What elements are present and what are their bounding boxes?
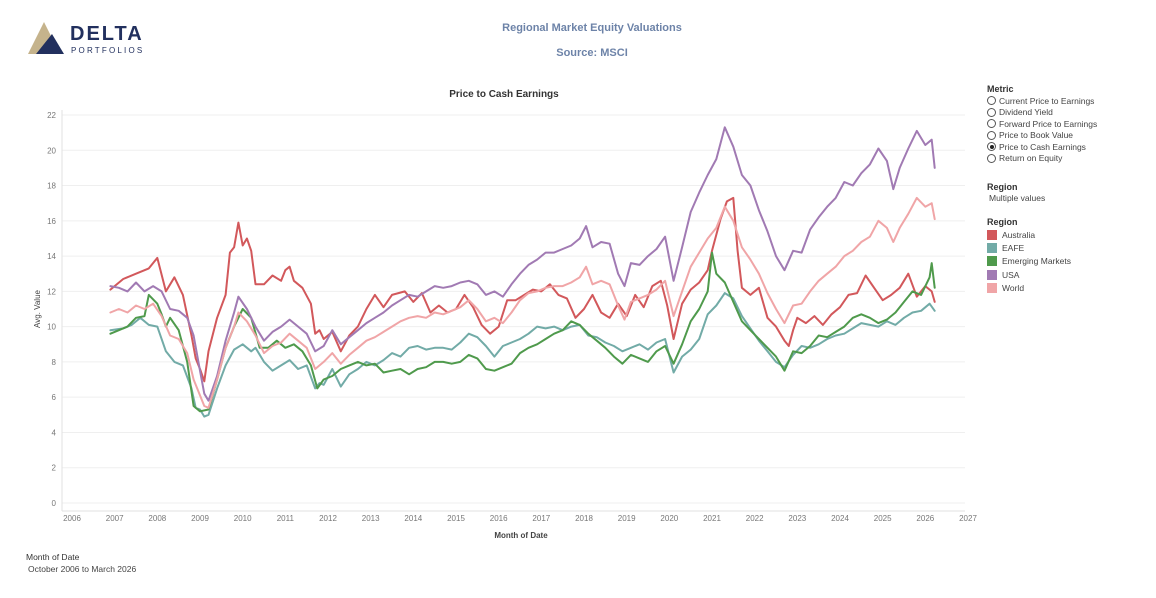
radio-icon[interactable] <box>987 153 996 163</box>
metric-option[interactable]: Dividend Yield <box>987 107 1053 118</box>
x-tick-label: 2010 <box>234 514 252 523</box>
y-tick-label: 20 <box>47 146 56 155</box>
y-axis-label: Avg. Value <box>33 289 42 328</box>
legend-swatch <box>987 256 997 267</box>
metric-option[interactable]: Current Price to Earnings <box>987 95 1094 106</box>
series-line-usa <box>109 126 936 402</box>
legend-label: Emerging Markets <box>1002 256 1071 267</box>
y-tick-label: 14 <box>47 252 56 261</box>
series-line-world <box>109 196 936 409</box>
x-tick-label: 2011 <box>277 514 295 523</box>
metric-option[interactable]: Price to Cash Earnings <box>987 141 1086 152</box>
metric-option-label: Dividend Yield <box>999 107 1053 117</box>
y-tick-label: 4 <box>52 428 57 437</box>
x-tick-label: 2008 <box>148 514 166 523</box>
y-tick-label: 16 <box>47 217 56 226</box>
series-line-australia <box>109 196 936 383</box>
region-filter-value[interactable]: Multiple values <box>989 193 1046 203</box>
region-filter-title: Region <box>987 182 1018 192</box>
metric-option[interactable]: Forward Price to Earnings <box>987 118 1097 129</box>
legend-swatch <box>987 229 997 240</box>
line-chart: Price to Cash Earnings024681012141618202… <box>33 89 977 540</box>
x-tick-label: 2024 <box>831 514 849 523</box>
x-tick-label: 2016 <box>490 514 508 523</box>
metric-option-label: Return on Equity <box>999 153 1063 163</box>
metric-option[interactable]: Return on Equity <box>987 153 1062 164</box>
x-tick-label: 2006 <box>63 514 81 523</box>
x-tick-label: 2017 <box>532 514 550 523</box>
x-tick-label: 2021 <box>703 514 721 523</box>
metric-option-label: Price to Cash Earnings <box>999 141 1086 152</box>
legend-swatch <box>987 283 997 294</box>
legend-label: USA <box>1002 269 1020 280</box>
radio-icon[interactable] <box>987 96 996 105</box>
x-tick-label: 2012 <box>319 514 337 523</box>
legend-label: World <box>1002 283 1025 294</box>
radio-icon[interactable] <box>987 107 996 117</box>
x-tick-label: 2025 <box>874 514 892 523</box>
mountain-logo-icon <box>28 22 64 54</box>
x-tick-label: 2009 <box>191 514 209 523</box>
legend-swatch <box>987 269 997 280</box>
metric-option[interactable]: Price to Book Value <box>987 130 1073 141</box>
delta-portfolios-logo[interactable]: DELTA PORTFOLIOS <box>26 20 156 60</box>
y-tick-label: 2 <box>52 464 57 473</box>
legend-item[interactable]: World <box>987 283 1024 294</box>
x-tick-label: 2026 <box>916 514 934 523</box>
logo-subtitle: PORTFOLIOS <box>71 46 145 55</box>
y-tick-label: 12 <box>47 287 56 296</box>
y-tick-label: 8 <box>52 358 57 367</box>
y-tick-label: 22 <box>47 111 56 120</box>
x-tick-label: 2014 <box>404 514 422 523</box>
logo-wordmark: DELTA <box>70 23 144 45</box>
metric-option-label: Current Price to Earnings <box>999 95 1095 106</box>
x-tick-label: 2013 <box>362 514 380 523</box>
x-tick-label: 2007 <box>106 514 124 523</box>
chart-title: Price to Cash Earnings <box>449 89 559 100</box>
legend-swatch <box>987 242 997 253</box>
legend-label: EAFE <box>1002 242 1025 253</box>
metric-filter-title: Metric <box>987 84 1014 94</box>
legend-item[interactable]: USA <box>987 269 1019 280</box>
x-tick-label: 2018 <box>575 514 593 523</box>
x-tick-label: 2023 <box>788 514 806 523</box>
y-tick-label: 6 <box>52 393 57 402</box>
y-tick-label: 18 <box>47 182 56 191</box>
y-tick-label: 0 <box>52 499 57 508</box>
x-tick-label: 2027 <box>959 514 977 523</box>
x-tick-label: 2019 <box>618 514 636 523</box>
dashboard-title: Regional Market Equity Valuations <box>502 22 682 34</box>
date-filter-title: Month of Date <box>26 552 80 562</box>
legend-item[interactable]: Australia <box>987 229 1035 240</box>
legend-label: Australia <box>1002 229 1036 240</box>
legend-title: Region <box>987 217 1018 227</box>
dashboard-source: Source: MSCI <box>556 47 628 59</box>
radio-icon[interactable] <box>987 119 996 128</box>
radio-selected-icon[interactable] <box>987 142 996 151</box>
y-tick-label: 10 <box>47 323 56 332</box>
metric-option-label: Forward Price to Earnings <box>999 118 1098 129</box>
legend-item[interactable]: EAFE <box>987 242 1024 253</box>
x-tick-label: 2015 <box>447 514 465 523</box>
metric-option-label: Price to Book Value <box>999 130 1074 140</box>
date-filter-value[interactable]: October 2006 to March 2026 <box>28 564 137 574</box>
series-line-emerging-markets <box>109 251 936 413</box>
legend-item[interactable]: Emerging Markets <box>987 256 1071 267</box>
radio-icon[interactable] <box>987 130 996 140</box>
x-tick-label: 2020 <box>660 514 678 523</box>
x-tick-label: 2022 <box>746 514 764 523</box>
x-axis-label: Month of Date <box>494 531 548 540</box>
